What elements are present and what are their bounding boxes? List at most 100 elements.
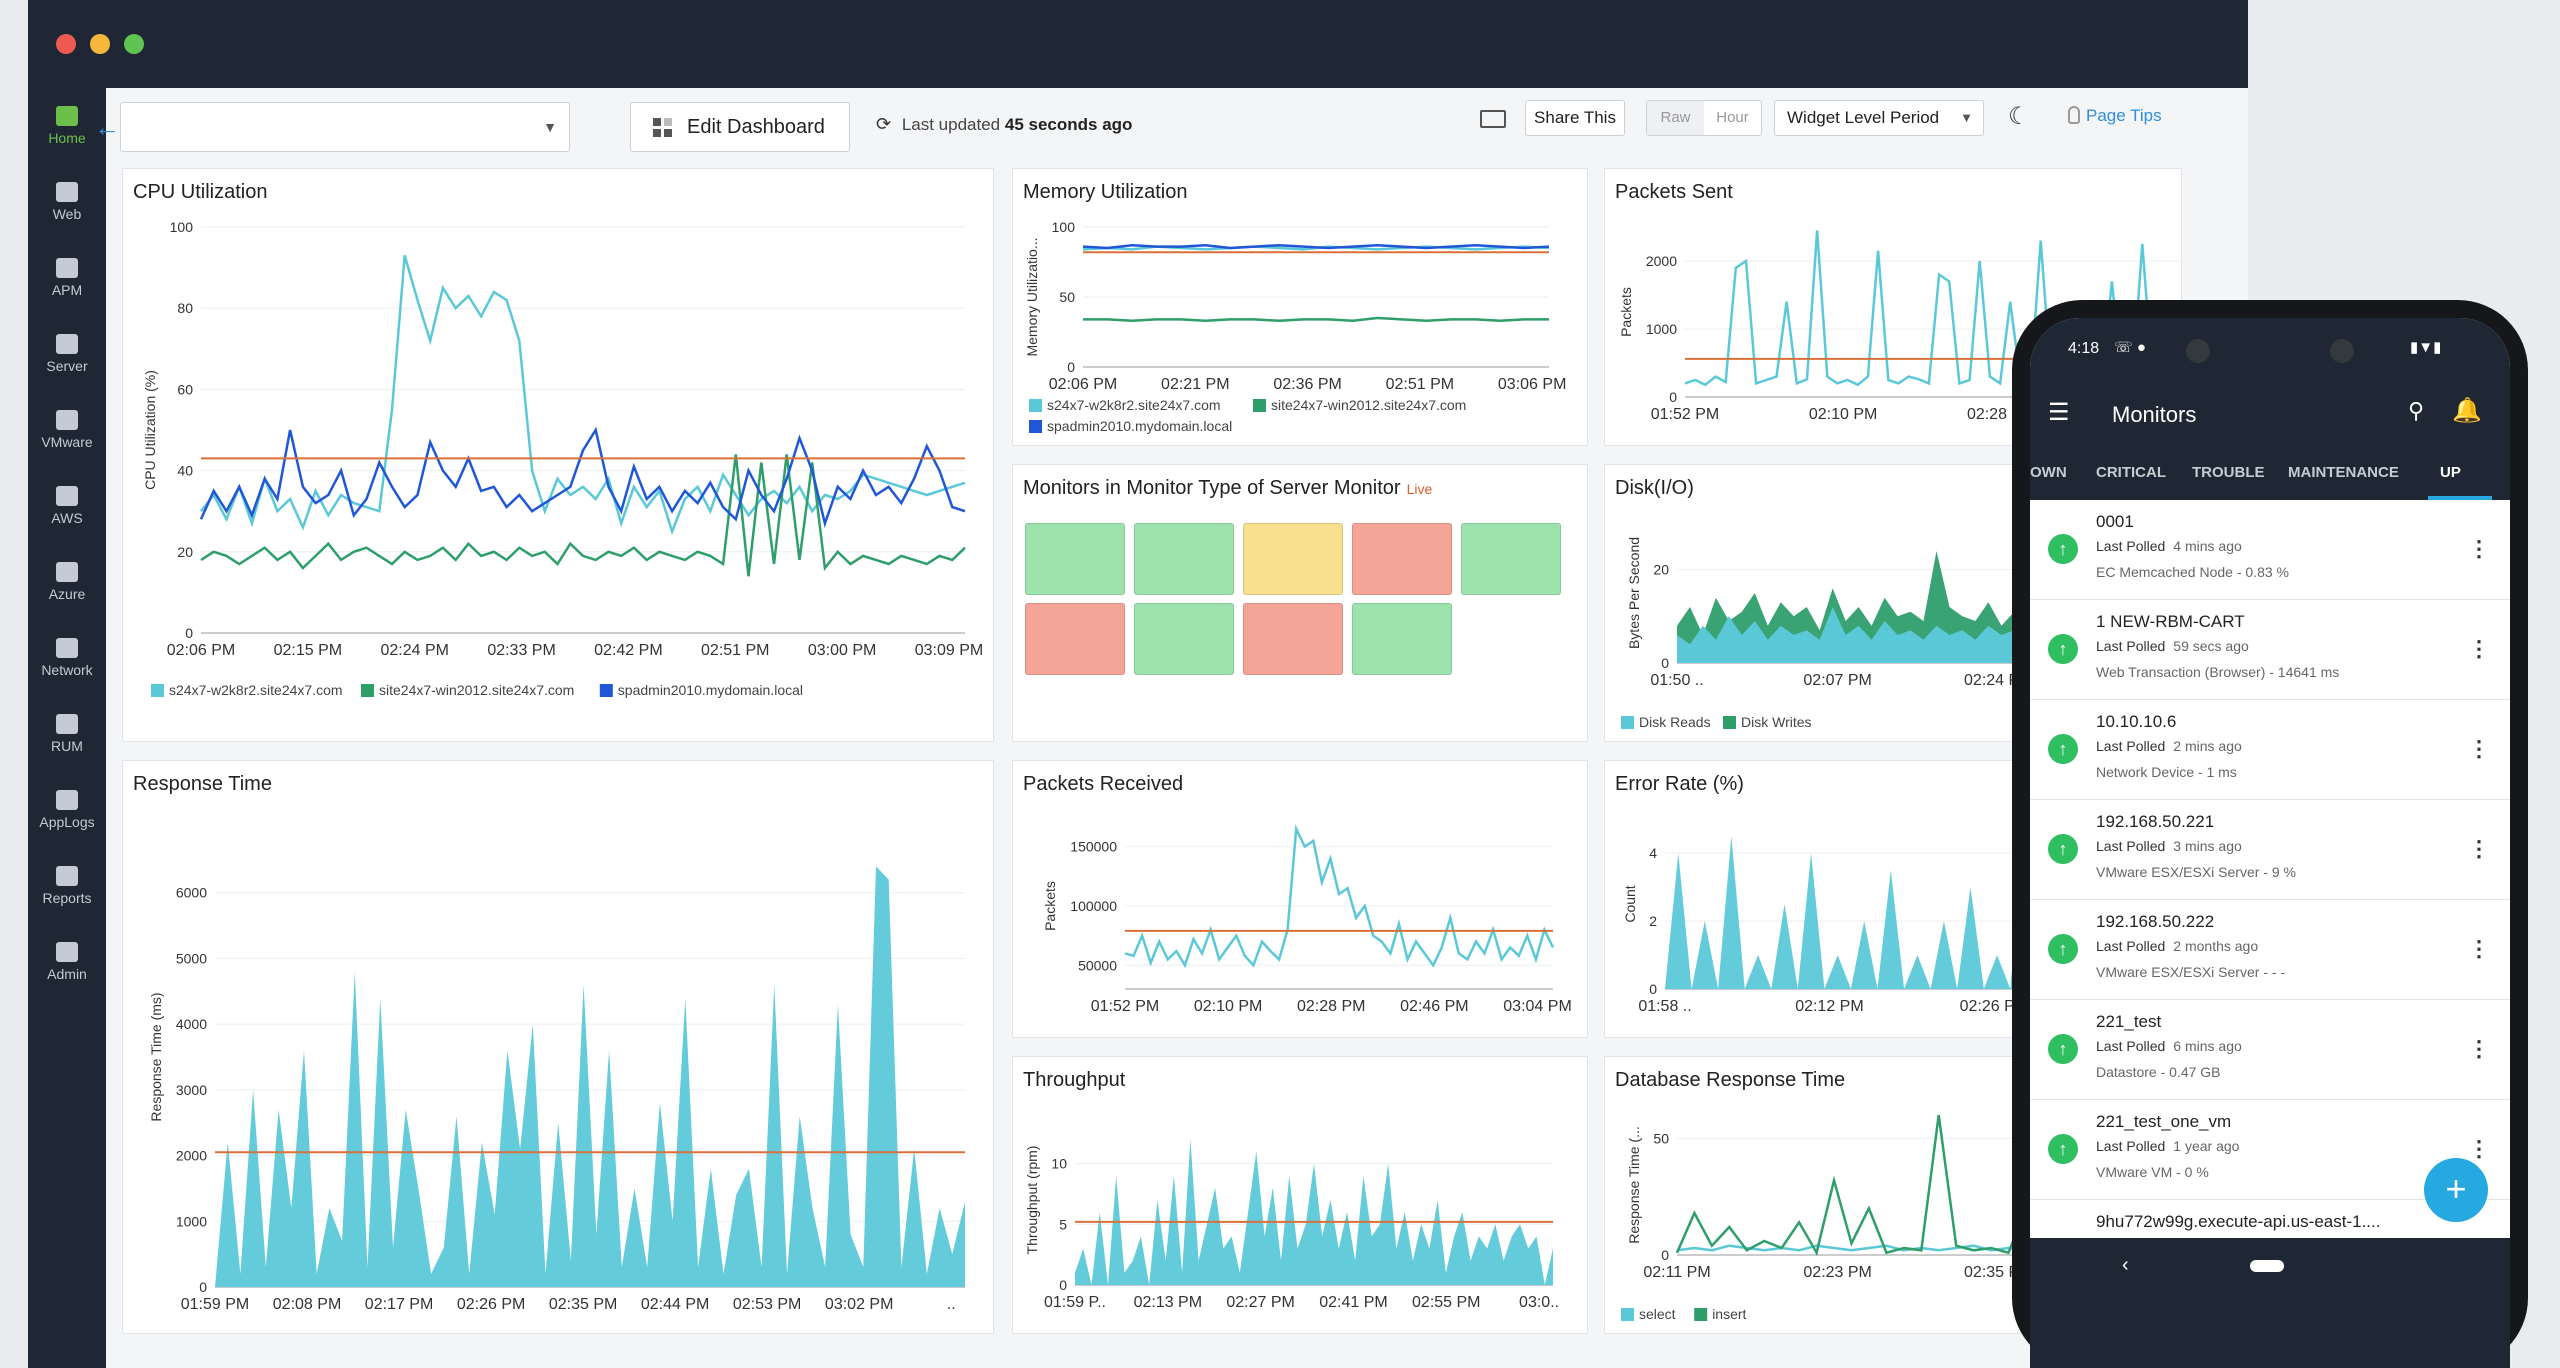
monitor-status-tile[interactable] xyxy=(1025,523,1125,595)
sidebar-item-rum[interactable]: RUM xyxy=(28,714,106,754)
monitor-status-tile[interactable] xyxy=(1352,603,1452,675)
x-tick-label: 03:06 PM xyxy=(1498,376,1566,393)
sidebar-item-server[interactable]: Server xyxy=(28,334,106,374)
series-area-1 xyxy=(1075,1139,1553,1285)
monitor-list-item[interactable]: ↑ 192.168.50.222 Last Polled 2 months ago VM… xyxy=(2030,900,2510,1000)
y-tick-label: 6000 xyxy=(176,885,207,901)
window-minimize-button[interactable] xyxy=(90,34,110,54)
back-arrow-icon[interactable]: ← xyxy=(94,112,120,142)
y-tick-label: 0 xyxy=(1661,1247,1669,1263)
y-tick-label: 40 xyxy=(177,463,193,479)
legend-swatch xyxy=(1723,716,1736,729)
y-tick-label: 0 xyxy=(1661,655,1669,671)
x-tick-label: 02:46 PM xyxy=(1400,998,1468,1015)
y-axis-label: Response Time (... xyxy=(1626,1126,1642,1244)
sidebar-item-azure[interactable]: Azure xyxy=(28,562,106,602)
more-vertical-icon[interactable]: ⋮ xyxy=(2468,636,2490,661)
sidebar-item-label: Network xyxy=(41,662,93,678)
x-tick-label: 02:13 PM xyxy=(1134,1294,1202,1311)
tab-up[interactable]: UP xyxy=(2440,464,2461,481)
monitor-name: 221_test_one_vm xyxy=(2096,1112,2232,1131)
x-tick-label: 01:58 .. xyxy=(1638,998,1691,1015)
monitor-status-tile[interactable] xyxy=(1461,523,1561,595)
widget-period-select[interactable]: Widget Level Period ▼ xyxy=(1774,100,1984,136)
refresh-icon[interactable]: ⟳ xyxy=(876,114,892,134)
y-tick-label: 150000 xyxy=(1070,839,1117,855)
sidebar-item-reports[interactable]: Reports xyxy=(28,866,106,906)
edit-dashboard-button[interactable]: Edit Dashboard xyxy=(630,102,850,152)
share-button[interactable]: Share This xyxy=(1525,100,1625,136)
window-close-button[interactable] xyxy=(56,34,76,54)
legend-swatch xyxy=(1621,716,1634,729)
more-vertical-icon[interactable]: ⋮ xyxy=(2468,1136,2490,1161)
y-tick-label: 0 xyxy=(1067,359,1075,375)
android-nav-bar: ‹ xyxy=(2030,1238,2510,1368)
dashboard-select[interactable]: ▼ xyxy=(120,102,570,152)
network-icon xyxy=(56,638,78,658)
raw-hour-toggle[interactable]: Raw Hour xyxy=(1646,100,1762,136)
widget-throughput: Throughput 0 5 10 01:59 P.. 02:13 PM 02:27 PM… xyxy=(1012,1056,1588,1334)
y-tick-label: 10 xyxy=(1051,1156,1067,1172)
more-vertical-icon[interactable]: ⋮ xyxy=(2468,536,2490,561)
legend-swatch xyxy=(1029,399,1042,412)
sidebar-item-vmware[interactable]: VMware xyxy=(28,410,106,450)
series-line-2 xyxy=(200,454,966,577)
sidebar-item-apm[interactable]: APM xyxy=(28,258,106,298)
more-vertical-icon[interactable]: ⋮ xyxy=(2468,936,2490,961)
window-zoom-button[interactable] xyxy=(124,34,144,54)
more-vertical-icon[interactable]: ⋮ xyxy=(2468,736,2490,761)
hamburger-menu-icon[interactable]: ☰ xyxy=(2048,399,2070,426)
sidebar-item-label: APM xyxy=(51,282,83,298)
monitor-list-item[interactable]: ↑ 192.168.50.221 Last Polled 3 mins ago VMwa… xyxy=(2030,800,2510,900)
monitor-status-tile[interactable] xyxy=(1352,523,1452,595)
y-tick-label: 20 xyxy=(177,544,193,560)
legend-label: spadmin2010.mydomain.local xyxy=(1047,418,1232,434)
tab-critical[interactable]: CRITICAL xyxy=(2096,464,2166,481)
last-polled-label: Last Polled xyxy=(2096,638,2166,654)
monitor-status-tile[interactable] xyxy=(1243,523,1343,595)
add-monitor-fab[interactable]: + xyxy=(2424,1158,2488,1222)
toggle-raw[interactable]: Raw xyxy=(1647,101,1704,135)
tab-trouble[interactable]: TROUBLE xyxy=(2192,464,2265,481)
legend-label: s24x7-w2k8r2.site24x7.com xyxy=(169,682,343,698)
widget-title: CPU Utilization xyxy=(133,181,268,203)
monitor-list-item[interactable]: ↑ 1 NEW-RBM-CART Last Polled 59 secs ago Web… xyxy=(2030,600,2510,700)
x-tick-label: 02:10 PM xyxy=(1809,406,1877,423)
monitor-status-tile[interactable] xyxy=(1243,603,1343,675)
y-tick-label: 3000 xyxy=(176,1082,207,1098)
sidebar-item-admin[interactable]: Admin xyxy=(28,942,106,982)
sidebar-item-aws[interactable]: AWS xyxy=(28,486,106,526)
bell-icon[interactable]: 🔔 xyxy=(2452,397,2482,424)
azure-icon xyxy=(56,562,78,582)
sidebar-item-applogs[interactable]: AppLogs xyxy=(28,790,106,830)
y-tick-label: 100000 xyxy=(1070,898,1117,914)
monitor-status-tile[interactable] xyxy=(1134,523,1234,595)
page-tips-link[interactable]: Page Tips xyxy=(2068,106,2162,126)
sidebar-item-web[interactable]: Web xyxy=(28,182,106,222)
legend-label: spadmin2010.mydomain.local xyxy=(618,682,803,698)
monitor-list-item[interactable]: ↑ 10.10.10.6 Last Polled 2 mins ago Network … xyxy=(2030,700,2510,800)
x-tick-label: 03:09 PM xyxy=(915,642,983,659)
status-up-arrow-icon: ↑ xyxy=(2048,1034,2078,1064)
tab-maintenance[interactable]: MAINTENANCE xyxy=(2288,464,2399,481)
more-vertical-icon[interactable]: ⋮ xyxy=(2468,836,2490,861)
dark-mode-moon-icon[interactable]: ☾ xyxy=(2008,103,2030,130)
search-icon[interactable]: ⚲ xyxy=(2408,398,2425,423)
monitor-list-item[interactable]: ↑ 0001 Last Polled 4 mins ago EC Memcached N… xyxy=(2030,500,2510,600)
sidebar-item-home[interactable]: Home xyxy=(28,106,106,146)
x-tick-label: 02:27 PM xyxy=(1226,1294,1294,1311)
sidebar-item-network[interactable]: Network xyxy=(28,638,106,678)
home-pill-icon[interactable] xyxy=(2250,1260,2284,1272)
sidebar-item-label: Azure xyxy=(48,586,86,602)
monitor-list-item[interactable]: ↑ 221_test Last Polled 6 mins ago Datastore … xyxy=(2030,1000,2510,1100)
vmware-icon xyxy=(56,410,78,430)
back-nav-icon[interactable]: ‹ xyxy=(2122,1254,2129,1276)
x-tick-label: 02:24 PM xyxy=(380,642,448,659)
toggle-hour[interactable]: Hour xyxy=(1716,109,1749,126)
tab-own[interactable]: OWN xyxy=(2030,464,2067,481)
y-tick-label: 60 xyxy=(177,381,193,397)
monitor-status-tile[interactable] xyxy=(1134,603,1234,675)
more-vertical-icon[interactable]: ⋮ xyxy=(2468,1036,2490,1061)
monitor-status-tile[interactable] xyxy=(1025,603,1125,675)
tv-mode-icon[interactable] xyxy=(1480,110,1506,128)
